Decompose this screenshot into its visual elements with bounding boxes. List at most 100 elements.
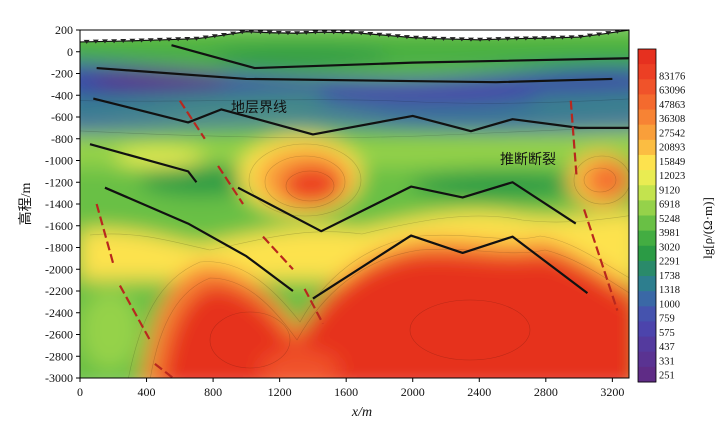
- x-axis: 0 400 800 1200 1600 2000 2400 2800 3200: [77, 378, 624, 399]
- colorbar-swatch: [638, 351, 656, 368]
- station-marker: [339, 30, 346, 35]
- colorbar-swatch: [638, 154, 656, 171]
- y-tick-label: -2800: [45, 349, 73, 363]
- colorbar-swatch: [638, 276, 656, 292]
- station-marker: [83, 39, 90, 44]
- station-marker: [577, 34, 584, 39]
- surface-topography: [79, 29, 630, 44]
- station-marker: [541, 36, 548, 41]
- station-marker: [294, 31, 301, 36]
- colorbar-swatch: [638, 215, 656, 232]
- colorbar-swatch: [638, 291, 656, 307]
- station-marker: [312, 30, 319, 35]
- station-marker: [257, 30, 264, 35]
- station-marker: [550, 35, 557, 40]
- fault-annotation: 推断断裂: [500, 152, 556, 168]
- station-marker: [522, 36, 529, 41]
- station-marker: [495, 37, 502, 42]
- fault-line-4: [303, 288, 324, 325]
- y-tick-label: -800: [51, 132, 73, 146]
- station-marker: [275, 30, 282, 35]
- stratum-boundary-lines: [89, 44, 629, 300]
- colorbar-tick-label: 15849: [659, 157, 685, 168]
- colorbar-tick-label: 5248: [659, 214, 680, 225]
- colorbar-tick-label: 12023: [659, 171, 685, 182]
- station-marker: [532, 36, 539, 41]
- colorbar-tick-label: 83176: [659, 72, 685, 83]
- station-marker: [138, 38, 145, 43]
- stratum-boundary-5: [237, 181, 577, 233]
- y-tick-label: -600: [51, 110, 73, 124]
- fault-lines: [95, 100, 619, 378]
- station-marker: [193, 36, 200, 41]
- colorbar-swatch: [638, 124, 656, 141]
- station-marker: [403, 35, 410, 40]
- station-marker: [321, 30, 328, 35]
- y-tick-label: -2200: [45, 284, 73, 298]
- station-marker: [284, 31, 291, 36]
- station-marker: [431, 36, 438, 41]
- stratum-boundary-7: [312, 234, 589, 300]
- station-marker: [586, 33, 593, 38]
- stratum-boundary-3: [93, 97, 629, 136]
- station-marker: [248, 29, 255, 34]
- station-marker: [422, 36, 429, 41]
- stratum-boundary-1: [171, 44, 629, 70]
- fault-line-5: [95, 203, 115, 265]
- y-tick-label: 0: [67, 45, 73, 59]
- colorbar-tick-label: 1738: [659, 271, 680, 282]
- fault-line-3: [262, 235, 294, 270]
- y-tick-label: 200: [55, 23, 73, 37]
- station-marker: [166, 37, 173, 42]
- station-marker: [467, 37, 474, 42]
- y-tick-label: -1400: [45, 197, 73, 211]
- y-tick-label: -1800: [45, 241, 73, 255]
- colorbar-swatch: [638, 109, 656, 126]
- stratum-boundary-annotation: 地层界线: [231, 100, 287, 116]
- y-tick-label: -3000: [45, 371, 73, 385]
- colorbar-tick-label: 331: [659, 356, 675, 367]
- y-tick-label: -200: [51, 67, 73, 81]
- fault-line-9: [583, 209, 619, 311]
- colorbar-swatch: [638, 366, 656, 383]
- colorbar-tick-label: 3020: [659, 242, 680, 253]
- station-marker: [367, 32, 374, 37]
- x-tick-label: 0: [77, 385, 83, 399]
- colorbar-swatch: [638, 306, 656, 322]
- colorbar-tick-label: 2291: [659, 257, 680, 268]
- colorbar-tick-label: 63096: [659, 86, 685, 97]
- x-tick-label: 3200: [600, 385, 624, 399]
- station-marker: [568, 35, 575, 40]
- station-marker: [156, 37, 163, 42]
- colorbar-tick-label: 251: [659, 371, 675, 382]
- x-tick-label: 2000: [401, 385, 425, 399]
- station-marker: [440, 36, 447, 41]
- station-marker: [120, 39, 127, 44]
- station-marker: [413, 35, 420, 40]
- colorbar-swatch: [638, 200, 656, 216]
- station-marker: [92, 39, 99, 44]
- resistivity-field: [80, 30, 629, 378]
- station-marker: [230, 31, 237, 36]
- colorbar-swatch: [638, 336, 656, 353]
- station-marker: [605, 31, 612, 36]
- y-tick-label: -1600: [45, 219, 73, 233]
- station-marker: [175, 37, 182, 42]
- y-tick-label: -2600: [45, 328, 73, 342]
- colorbar-swatch: [638, 139, 656, 156]
- x-tick-label: 2400: [467, 385, 491, 399]
- colorbar-tick-label: 9120: [659, 185, 680, 196]
- y-axis: 200 0 -200 -400 -600 -800 -1000 -1200 -1400 -1600…: [45, 23, 80, 385]
- station-marker: [147, 38, 154, 43]
- colorbar-tick-label: 20893: [659, 143, 685, 154]
- colorbar-label: lg[ρ/(Ω·m)]: [700, 197, 715, 259]
- station-marker: [385, 33, 392, 38]
- station-marker: [394, 34, 401, 39]
- station-marker: [458, 37, 465, 42]
- station-marker: [349, 30, 356, 35]
- y-tick-label: -2000: [45, 262, 73, 276]
- x-tick-label: 800: [204, 385, 222, 399]
- station-marker: [303, 30, 310, 35]
- colorbar-swatch: [638, 321, 656, 338]
